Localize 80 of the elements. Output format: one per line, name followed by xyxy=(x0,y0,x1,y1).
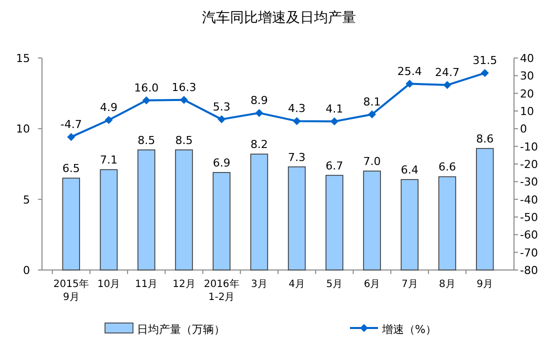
y2-tick-label: -40 xyxy=(520,193,538,206)
data-label: 8.6 xyxy=(476,132,494,146)
bar xyxy=(288,166,306,270)
bar xyxy=(212,172,230,270)
point xyxy=(443,81,452,90)
bar xyxy=(400,179,418,270)
bar xyxy=(62,178,80,270)
x-tick-label: 3月 xyxy=(251,279,268,290)
data-label: 16.0 xyxy=(134,81,159,94)
bar xyxy=(138,149,156,270)
y2-tick-label: -20 xyxy=(520,158,538,171)
x-tick-label: 9月 xyxy=(476,279,494,290)
point xyxy=(480,69,489,78)
x-tick-label: 5月 xyxy=(326,279,343,290)
x-tick-label: 2015年 9月 xyxy=(53,278,89,303)
data-label: 8.5 xyxy=(175,134,193,147)
data-label: 31.5 xyxy=(472,54,498,68)
x-tick-label: 4月 xyxy=(288,279,305,290)
y2-tick-label: -60 xyxy=(520,228,538,242)
y-tick-label: 15 xyxy=(16,52,30,65)
point xyxy=(406,80,414,88)
data-label: 6.9 xyxy=(212,156,230,170)
x-tick-label: 8月 xyxy=(439,279,456,290)
point xyxy=(255,108,264,117)
legend-label: 增速（%） xyxy=(381,323,436,336)
y2-tick-label: -30 xyxy=(520,176,538,189)
data-label: 4.9 xyxy=(100,101,118,114)
point xyxy=(330,117,338,126)
y-tick-label: 10 xyxy=(16,122,30,136)
data-label: 8.9 xyxy=(250,94,268,107)
legend-label: 日均产量（万辆） xyxy=(137,323,225,336)
y2-tick-label: -80 xyxy=(520,264,538,277)
y2-tick-label: -50 xyxy=(520,211,538,224)
x-tick-label: 12月 xyxy=(172,279,196,290)
x-tick-label: 11月 xyxy=(135,279,158,290)
data-label: 24.7 xyxy=(434,66,460,80)
data-label: 4.1 xyxy=(326,102,344,116)
bar xyxy=(476,148,494,270)
bar xyxy=(326,174,344,270)
data-label: 7.0 xyxy=(363,155,381,168)
point xyxy=(218,115,226,124)
data-label: 7.1 xyxy=(100,154,118,167)
y2-tick-label: 40 xyxy=(520,52,534,65)
data-label: 16.3 xyxy=(172,80,196,94)
point xyxy=(180,96,188,104)
y2-tick-label: 20 xyxy=(520,87,534,100)
data-label: 8.2 xyxy=(250,138,268,152)
data-label: 8.1 xyxy=(363,95,381,108)
y2-tick-label: 0 xyxy=(520,122,527,136)
y2-tick-label: -10 xyxy=(520,140,538,154)
bar xyxy=(175,149,193,270)
data-label: 25.4 xyxy=(397,64,422,78)
y-tick-label: 0 xyxy=(23,264,30,277)
point xyxy=(104,116,113,124)
data-label: 8.5 xyxy=(138,134,156,147)
x-tick-label: 10月 xyxy=(97,279,120,290)
data-label: -4.7 xyxy=(60,118,82,131)
data-label: 4.3 xyxy=(288,102,306,116)
bar xyxy=(438,176,456,270)
point xyxy=(67,132,76,141)
y-tick-label: 5 xyxy=(23,193,30,206)
point xyxy=(142,96,150,104)
x-tick-label: 6月 xyxy=(364,279,380,290)
data-label: 6.4 xyxy=(400,164,418,177)
x-tick-label: 7月 xyxy=(401,279,418,290)
y2-tick-label: 10 xyxy=(520,105,534,118)
x-tick-label: 2016年 1-2月 xyxy=(204,278,240,303)
bar xyxy=(100,169,118,270)
point xyxy=(368,110,376,118)
point xyxy=(292,117,301,126)
y2-tick-label: -70 xyxy=(520,246,538,260)
data-label: 5.3 xyxy=(212,100,230,114)
data-label: 6.5 xyxy=(62,162,80,176)
chart-title: 汽车同比增速及日均产量 xyxy=(202,10,356,26)
data-label: 6.7 xyxy=(326,159,344,172)
bar xyxy=(363,170,381,270)
bar xyxy=(250,154,268,270)
data-label: 7.3 xyxy=(288,150,306,164)
data-label: 6.6 xyxy=(438,160,456,174)
y2-tick-label: 30 xyxy=(520,70,534,83)
